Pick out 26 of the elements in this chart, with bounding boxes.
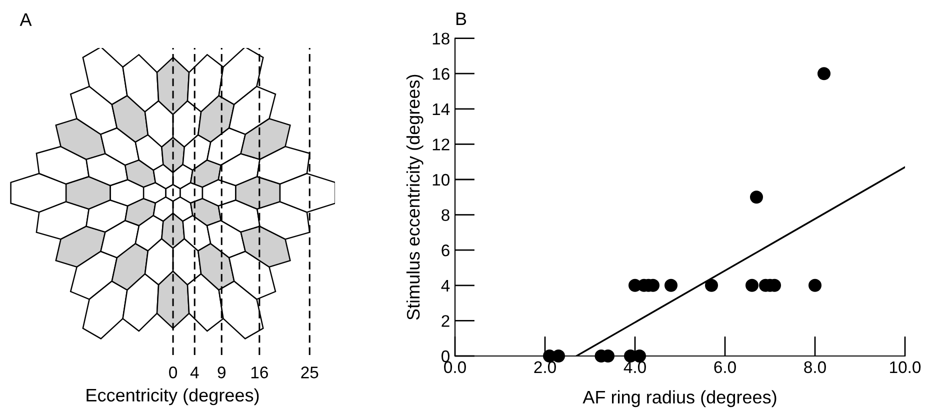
- y-tick-label: 12: [432, 138, 450, 150]
- y-axis-title: Stimulus eccentricity (degrees): [406, 74, 424, 320]
- x-tick-label: 2.0: [534, 361, 556, 374]
- y-tick-label: 16: [432, 68, 450, 80]
- x-tick-label: 0.0: [444, 361, 466, 374]
- text: 4: [190, 366, 199, 378]
- x-tick-label: 8.0: [804, 361, 826, 374]
- text: 0: [169, 366, 178, 378]
- chart-title: B: [456, 12, 466, 26]
- y-tick-label: 8: [442, 209, 450, 222]
- text: Eccentricity (degrees): [86, 388, 259, 406]
- text: 16: [251, 366, 268, 378]
- y-tick-label: 4: [441, 280, 450, 292]
- text: 9: [218, 366, 226, 378]
- y-tick-label: 2: [442, 315, 450, 327]
- text: 25: [301, 366, 318, 378]
- x-axis-title: AF ring radius (degrees): [582, 390, 776, 408]
- y-tick-label: 0: [442, 350, 450, 362]
- y-tick-label: 6: [442, 244, 450, 256]
- y-tick-label: 18: [432, 32, 450, 45]
- y-tick-label: 10: [432, 174, 450, 186]
- y-tick-label: 14: [432, 103, 450, 115]
- x-tick-label: 10.0: [890, 361, 921, 374]
- x-tick-label: 6.0: [714, 361, 736, 374]
- text: A: [20, 13, 32, 26]
- x-tick-label: 4.0: [624, 361, 646, 374]
